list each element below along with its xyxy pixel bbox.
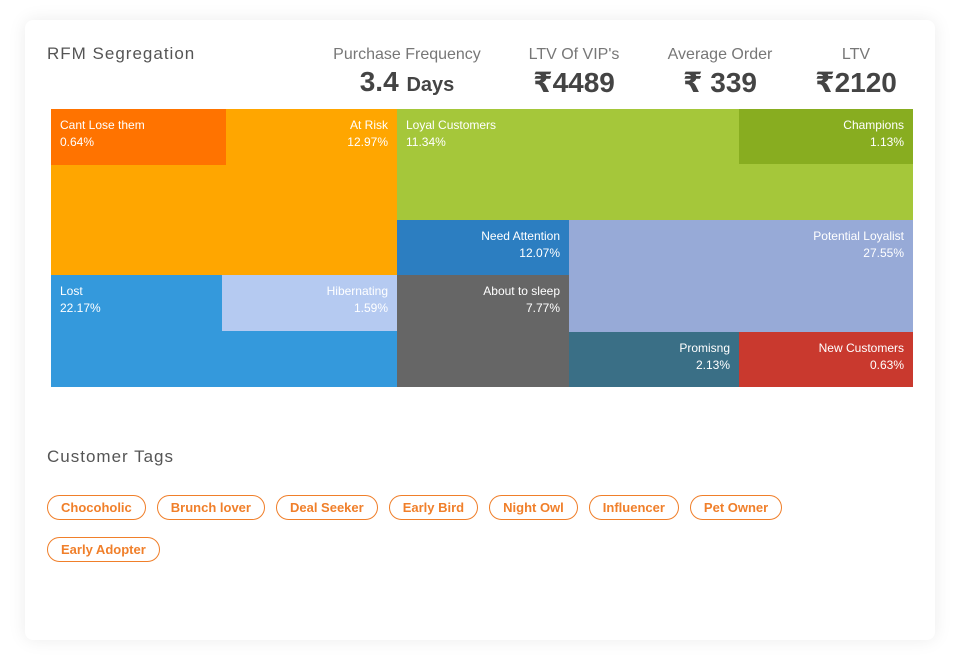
tag[interactable]: Deal Seeker (275, 495, 378, 520)
segment-name: Lost (60, 284, 83, 298)
segment-name: Need Attention (481, 229, 560, 243)
segment-share: 1.59% (353, 301, 388, 315)
stat-label: LTV Of VIP's (528, 46, 620, 63)
stat-number: ₹ 339 (683, 67, 757, 98)
stat-label: Purchase Frequency (333, 46, 481, 63)
tag[interactable]: Pet Owner (689, 495, 783, 520)
segment-name: Promisng (679, 341, 730, 355)
stat-label: Average Order (667, 46, 773, 63)
segment-share: 1.13% (869, 135, 904, 149)
segment[interactable]: New Customers 0.63% (739, 332, 913, 387)
segment-share: 27.55% (863, 246, 904, 260)
section-title: RFM Segregation (47, 44, 196, 63)
stat-value: ₹4489 (489, 66, 659, 99)
segment[interactable]: Champions 1.13% (739, 109, 913, 164)
stat: LTV Of VIP's ₹4489 (489, 46, 659, 99)
tag[interactable]: Early Adopter (47, 537, 160, 562)
segment-name: New Customers (818, 341, 904, 355)
stat-number: ₹4489 (533, 67, 615, 98)
segment-name: Cant Lose them (60, 118, 145, 132)
stat-label: LTV (841, 46, 871, 63)
tag[interactable]: Brunch lover (156, 495, 265, 520)
tag[interactable]: Chocoholic (47, 495, 146, 520)
segment-share: 22.17% (60, 301, 101, 315)
stat-value: ₹2120 (771, 66, 941, 99)
segment-share: 7.77% (525, 301, 560, 315)
stat: Average Order ₹ 339 (635, 46, 805, 99)
segment-share: 0.63% (869, 358, 904, 372)
segment-name: Loyal Customers (406, 118, 497, 132)
segment-share: 11.34% (406, 135, 446, 149)
tag[interactable]: Influencer (588, 495, 679, 520)
segment[interactable]: Hibernating 1.59% (222, 275, 397, 331)
segment-share: 0.64% (60, 135, 95, 149)
stat-value: 3.4 Days (322, 66, 492, 98)
stat-unit: Days (406, 74, 455, 96)
segment[interactable]: Cant Lose them 0.64% (51, 109, 226, 165)
segment-share: 12.07% (519, 246, 560, 260)
segment-share: 12.97% (347, 135, 388, 149)
segment[interactable]: About to sleep 7.77% (397, 275, 569, 387)
stat-value: ₹ 339 (635, 66, 805, 99)
stat: LTV ₹2120 (771, 46, 941, 99)
stat-number: ₹2120 (815, 67, 897, 98)
section-title: Customer Tags (47, 447, 175, 466)
segment-share: 2.13% (695, 358, 730, 372)
segment[interactable]: Need Attention 12.07% (397, 220, 569, 275)
segment-name: Champions (843, 118, 904, 132)
segment-name: At Risk (349, 118, 388, 132)
stat: Purchase Frequency 3.4 Days (322, 46, 492, 98)
stat-number: 3.4 (359, 66, 399, 97)
segment-name: Potential Loyalist (813, 229, 904, 243)
segment-name: About to sleep (483, 284, 560, 298)
segment-name: Hibernating (326, 284, 388, 298)
segment[interactable]: Potential Loyalist 27.55% (569, 220, 913, 332)
segment[interactable]: Promisng 2.13% (569, 332, 739, 387)
tag[interactable]: Early Bird (388, 495, 479, 520)
tag-list: Chocoholic Brunch lover Deal Seeker Early B… (47, 495, 817, 562)
tag[interactable]: Night Owl (489, 495, 578, 520)
